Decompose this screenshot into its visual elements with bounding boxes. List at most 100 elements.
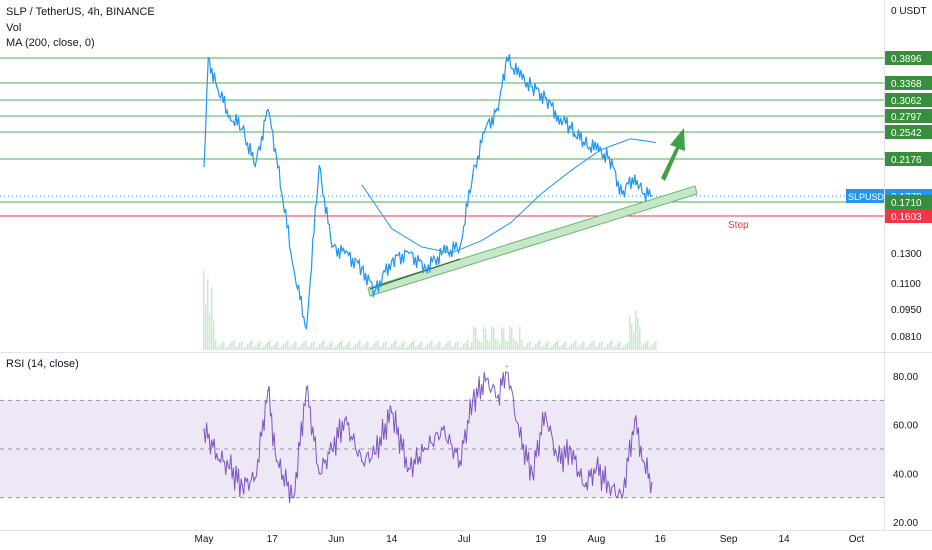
volume-bar bbox=[435, 345, 437, 350]
volume-bar bbox=[283, 344, 285, 350]
volume-bar bbox=[397, 347, 399, 350]
volume-bar bbox=[395, 340, 397, 350]
volume-bar bbox=[613, 347, 615, 350]
volume-bar bbox=[557, 340, 559, 350]
volume-bar bbox=[561, 345, 563, 350]
rsi-point bbox=[633, 419, 636, 421]
volume-bar bbox=[497, 341, 499, 350]
price-point bbox=[267, 108, 269, 111]
volume-bar bbox=[629, 316, 631, 350]
volume-bar bbox=[547, 341, 549, 350]
price-point bbox=[343, 252, 346, 254]
price-point bbox=[518, 75, 521, 78]
volume-bar bbox=[273, 345, 275, 350]
rsi-point bbox=[292, 496, 295, 499]
price-point bbox=[305, 327, 308, 330]
price-point bbox=[471, 174, 474, 177]
symbol-price-tag[interactable] bbox=[846, 189, 884, 203]
volume-bar bbox=[477, 339, 479, 350]
up-arrow[interactable] bbox=[661, 128, 685, 181]
price-line[interactable] bbox=[203, 53, 653, 331]
volume-legend[interactable]: Vol bbox=[6, 22, 22, 34]
volume-bar bbox=[225, 348, 227, 350]
volume-bar bbox=[343, 347, 345, 350]
volume-bar bbox=[413, 340, 415, 350]
volume-bar bbox=[503, 329, 505, 350]
volume-bar bbox=[571, 344, 573, 350]
volume-bar bbox=[371, 346, 373, 350]
volume-bar bbox=[291, 345, 293, 350]
rsi-point bbox=[203, 428, 205, 431]
volume-bar bbox=[611, 340, 613, 350]
price-point bbox=[633, 174, 636, 177]
rsi-point bbox=[407, 467, 410, 470]
volume-bar bbox=[431, 340, 433, 350]
rsi-legend[interactable]: RSI (14, close) bbox=[6, 358, 79, 370]
volume-bar bbox=[377, 340, 379, 350]
volume-bar bbox=[391, 344, 393, 350]
volume-bar bbox=[531, 348, 533, 350]
time-tick-label: 14 bbox=[778, 534, 790, 545]
volume-bar bbox=[491, 326, 493, 350]
time-tick-label: 16 bbox=[655, 534, 667, 545]
rsi-point bbox=[424, 448, 427, 450]
rsi-line[interactable] bbox=[203, 371, 653, 504]
volume-bar bbox=[471, 342, 473, 350]
volume-bar bbox=[373, 344, 375, 350]
volume-bar bbox=[615, 345, 617, 350]
symbol-price-tag-label: SLPUSDT bbox=[848, 192, 890, 202]
volume-bar bbox=[463, 344, 465, 350]
volume-bar bbox=[261, 348, 263, 350]
volume-bar bbox=[567, 348, 569, 350]
volume-bar bbox=[517, 343, 519, 350]
trend-channel[interactable] bbox=[367, 185, 698, 297]
time-tick-label: 17 bbox=[267, 534, 279, 545]
level-price-tag[interactable] bbox=[885, 93, 932, 107]
volume-bar bbox=[653, 343, 655, 350]
rsi-point bbox=[621, 496, 623, 499]
level-price-tag[interactable] bbox=[885, 51, 932, 65]
volume-bar bbox=[245, 346, 247, 350]
price-axis: 0.3896 0.3368 0.3062 0.2797 0.2542 0.2176 0.17… bbox=[884, 0, 932, 530]
volume-bar bbox=[305, 340, 307, 350]
price-point bbox=[228, 115, 231, 117]
time-tick-label: Jun bbox=[328, 534, 344, 545]
volume-bar bbox=[457, 341, 459, 350]
stop-price-tag[interactable] bbox=[885, 209, 932, 223]
volume-bar bbox=[523, 347, 525, 350]
level-price-tag[interactable] bbox=[885, 152, 932, 166]
volume-bar bbox=[253, 347, 255, 350]
level-price-tag[interactable] bbox=[885, 109, 932, 123]
volume-bar bbox=[307, 347, 309, 350]
volume-bar bbox=[559, 347, 561, 350]
volume-bar bbox=[483, 327, 485, 350]
volume-bar bbox=[551, 346, 553, 350]
rsi-point bbox=[241, 484, 244, 487]
ma-legend[interactable]: MA (200, close, 0) bbox=[6, 37, 95, 49]
volume-bar bbox=[329, 343, 331, 350]
volume-bar bbox=[607, 344, 609, 350]
stop-label: Stop bbox=[728, 220, 749, 231]
level-price-tag-label: 0.3368 bbox=[891, 79, 922, 90]
volume-bar bbox=[351, 348, 353, 350]
volume-bar bbox=[589, 344, 591, 350]
volume-bar bbox=[247, 344, 249, 350]
volume-bar bbox=[625, 344, 627, 350]
volume-bar bbox=[535, 344, 537, 350]
volume-bar bbox=[579, 345, 581, 350]
price-point bbox=[484, 127, 487, 130]
currency-label[interactable]: 0 USDT bbox=[891, 6, 927, 17]
volume-bar bbox=[369, 348, 371, 350]
symbol-title[interactable]: SLP / TetherUS, 4h, BINANCE bbox=[6, 6, 155, 18]
volume-bar bbox=[515, 341, 517, 350]
level-price-tag[interactable] bbox=[885, 125, 932, 139]
time-tick-label: 19 bbox=[535, 534, 547, 545]
rsi-point bbox=[595, 467, 598, 470]
rsi-tick-label: 20.00 bbox=[893, 518, 918, 529]
volume-bar bbox=[441, 348, 443, 350]
level-price-tag[interactable] bbox=[885, 76, 932, 90]
volume-bar bbox=[365, 343, 367, 350]
level-price-tag[interactable] bbox=[885, 195, 932, 209]
volume-bar bbox=[381, 345, 383, 350]
